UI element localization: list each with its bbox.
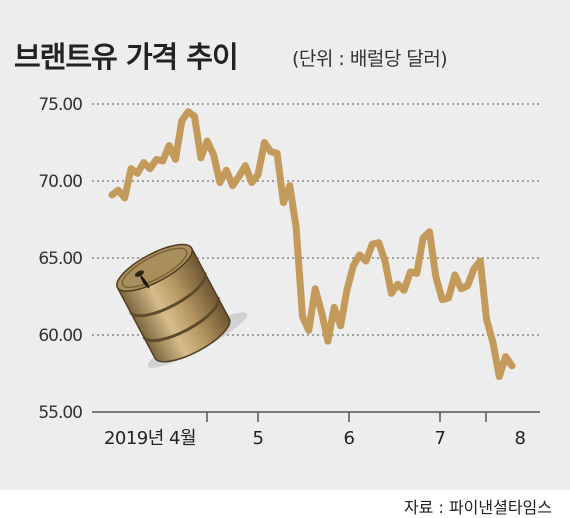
source-label: 자료 : 파이낸셜타임스: [403, 498, 552, 517]
brent-price-line: [108, 108, 516, 381]
x-tick-label: 8: [515, 428, 526, 449]
y-tick-label: 60.00: [38, 326, 82, 346]
y-tick-label: 70.00: [38, 172, 82, 192]
chart-panel: [0, 0, 570, 490]
oil-barrel-icon: [116, 243, 248, 368]
y-tick-label: 55.00: [38, 403, 82, 423]
x-tick-label: 7: [435, 428, 446, 449]
x-tick-label: 5: [253, 428, 264, 449]
chart-title: 브랜트유 가격 추이: [14, 40, 239, 74]
unit-label: (단위 : 배럴당 달러): [292, 48, 448, 70]
x-tick-label: 2019년 4월: [104, 428, 196, 449]
y-tick-label: 75.00: [38, 95, 82, 115]
y-tick-label: 65.00: [38, 249, 82, 269]
x-tick-label: 6: [344, 428, 355, 449]
line-chart: 75.00 70.00 65.00 60.00 55.00 2019년 4월 5 6 7 8: [38, 95, 540, 449]
